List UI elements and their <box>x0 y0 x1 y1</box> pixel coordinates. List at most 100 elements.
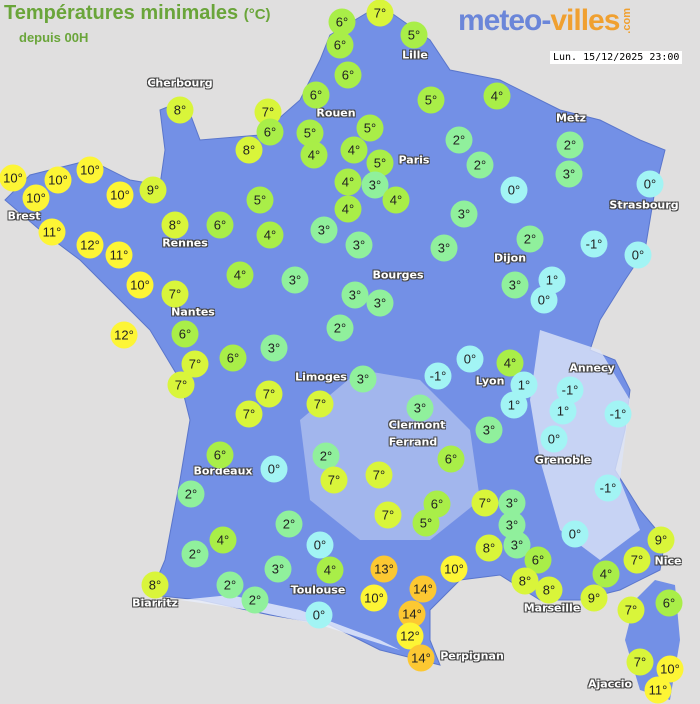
temperature-marker[interactable]: 2° <box>275 510 303 538</box>
temperature-marker[interactable]: 3° <box>264 555 292 583</box>
temperature-marker[interactable]: 11° <box>38 218 66 246</box>
temperature-marker[interactable]: 0° <box>306 531 334 559</box>
temperature-marker[interactable]: 3° <box>475 416 503 444</box>
temperature-marker[interactable]: 7° <box>623 546 651 574</box>
temperature-marker[interactable]: 7° <box>306 390 334 418</box>
temperature-marker[interactable]: 12° <box>76 231 104 259</box>
temperature-marker[interactable]: 12° <box>110 321 138 349</box>
temperature-marker[interactable]: 13° <box>370 555 398 583</box>
temperature-marker[interactable]: 2° <box>181 540 209 568</box>
temperature-marker[interactable]: 4° <box>592 560 620 588</box>
temperature-marker[interactable]: 4° <box>256 221 284 249</box>
temperature-marker[interactable]: 6° <box>655 589 683 617</box>
temperature-marker[interactable]: 4° <box>483 82 511 110</box>
temperature-marker[interactable]: 7° <box>365 461 393 489</box>
temperature-marker[interactable]: 4° <box>226 261 254 289</box>
temperature-marker[interactable]: 0° <box>456 345 484 373</box>
temperature-marker[interactable]: 11° <box>644 676 672 704</box>
temperature-marker[interactable]: 6° <box>206 211 234 239</box>
temperature-marker[interactable]: 2° <box>177 480 205 508</box>
temperature-marker[interactable]: 2° <box>466 151 494 179</box>
temperature-marker[interactable]: 7° <box>167 371 195 399</box>
temperature-marker[interactable]: 0° <box>561 520 589 548</box>
temperature-marker[interactable]: 14° <box>407 644 435 672</box>
temperature-marker[interactable]: 0° <box>305 601 333 629</box>
temperature-marker[interactable]: 6° <box>302 81 330 109</box>
temperature-marker[interactable]: 3° <box>281 266 309 294</box>
temperature-marker[interactable]: 4° <box>382 186 410 214</box>
temperature-marker[interactable]: -1° <box>594 474 622 502</box>
temperature-marker[interactable]: 2° <box>326 314 354 342</box>
temperature-marker[interactable]: 2° <box>216 571 244 599</box>
temperature-marker[interactable]: 9° <box>647 526 675 554</box>
temperature-marker[interactable]: 3° <box>260 334 288 362</box>
temperature-marker[interactable]: 7° <box>235 400 263 428</box>
temperature-marker[interactable]: 10° <box>360 584 388 612</box>
temperature-marker[interactable]: 3° <box>450 200 478 228</box>
temperature-marker[interactable]: 5° <box>356 114 384 142</box>
temperature-marker[interactable]: 8° <box>141 571 169 599</box>
temperature-marker[interactable]: 9° <box>580 584 608 612</box>
temperature-marker[interactable]: 0° <box>500 176 528 204</box>
temperature-marker[interactable]: 10° <box>106 181 134 209</box>
temperature-marker[interactable]: -1° <box>424 362 452 390</box>
temperature-marker[interactable]: 3° <box>361 171 389 199</box>
temperature-marker[interactable]: 10° <box>440 555 468 583</box>
temperature-marker[interactable]: 3° <box>555 160 583 188</box>
temperature-marker[interactable]: 2° <box>516 225 544 253</box>
temperature-marker[interactable]: 6° <box>326 31 354 59</box>
temperature-marker[interactable]: 6° <box>171 320 199 348</box>
temperature-marker[interactable]: 1° <box>500 391 528 419</box>
temperature-marker[interactable]: 7° <box>366 0 394 27</box>
temperature-marker[interactable]: 3° <box>366 289 394 317</box>
temperature-marker[interactable]: 10° <box>0 164 27 192</box>
temperature-marker[interactable]: 6° <box>437 445 465 473</box>
temperature-marker[interactable]: 2° <box>312 442 340 470</box>
temperature-marker[interactable]: 2° <box>445 126 473 154</box>
temperature-marker[interactable]: 8° <box>166 96 194 124</box>
temperature-marker[interactable]: 3° <box>345 231 373 259</box>
temperature-marker[interactable]: 4° <box>209 526 237 554</box>
temperature-marker[interactable]: 2° <box>241 586 269 614</box>
temperature-marker[interactable]: 6° <box>328 8 356 36</box>
temperature-marker[interactable]: 5° <box>400 21 428 49</box>
temperature-marker[interactable]: 4° <box>340 136 368 164</box>
temperature-marker[interactable]: 0° <box>540 425 568 453</box>
temperature-marker[interactable]: 11° <box>105 241 133 269</box>
temperature-marker[interactable]: 9° <box>139 176 167 204</box>
temperature-marker[interactable]: 0° <box>260 455 288 483</box>
temperature-marker[interactable]: 6° <box>206 441 234 469</box>
temperature-marker[interactable]: 6° <box>334 61 362 89</box>
temperature-marker[interactable]: 7° <box>626 648 654 676</box>
temperature-marker[interactable]: 0° <box>530 286 558 314</box>
temperature-marker[interactable]: 7° <box>320 466 348 494</box>
temperature-marker[interactable]: 3° <box>310 216 338 244</box>
temperature-marker[interactable]: 8° <box>535 576 563 604</box>
temperature-marker[interactable]: 7° <box>255 380 283 408</box>
temperature-marker[interactable]: 4° <box>300 141 328 169</box>
temperature-marker[interactable]: 0° <box>624 241 652 269</box>
temperature-marker[interactable]: 3° <box>430 234 458 262</box>
temperature-marker[interactable]: -1° <box>604 400 632 428</box>
temperature-marker[interactable]: 10° <box>44 166 72 194</box>
temperature-marker[interactable]: 2° <box>556 131 584 159</box>
temperature-marker[interactable]: 7° <box>374 501 402 529</box>
temperature-marker[interactable]: 7° <box>161 280 189 308</box>
temperature-marker[interactable]: 8° <box>511 567 539 595</box>
temperature-marker[interactable]: 3° <box>406 394 434 422</box>
temperature-marker[interactable]: 1° <box>549 397 577 425</box>
temperature-marker[interactable]: 3° <box>341 281 369 309</box>
temperature-marker[interactable]: 4° <box>334 195 362 223</box>
temperature-marker[interactable]: 0° <box>636 170 664 198</box>
temperature-marker[interactable]: 10° <box>76 156 104 184</box>
temperature-marker[interactable]: 5° <box>246 186 274 214</box>
temperature-marker[interactable]: -1° <box>580 230 608 258</box>
temperature-marker[interactable]: 8° <box>161 211 189 239</box>
temperature-marker[interactable]: 5° <box>417 86 445 114</box>
temperature-marker[interactable]: 10° <box>126 271 154 299</box>
temperature-marker[interactable]: 3° <box>501 271 529 299</box>
temperature-marker[interactable]: 4° <box>316 556 344 584</box>
temperature-marker[interactable]: 6° <box>219 344 247 372</box>
temperature-marker[interactable]: 10° <box>22 184 50 212</box>
temperature-marker[interactable]: 8° <box>475 534 503 562</box>
